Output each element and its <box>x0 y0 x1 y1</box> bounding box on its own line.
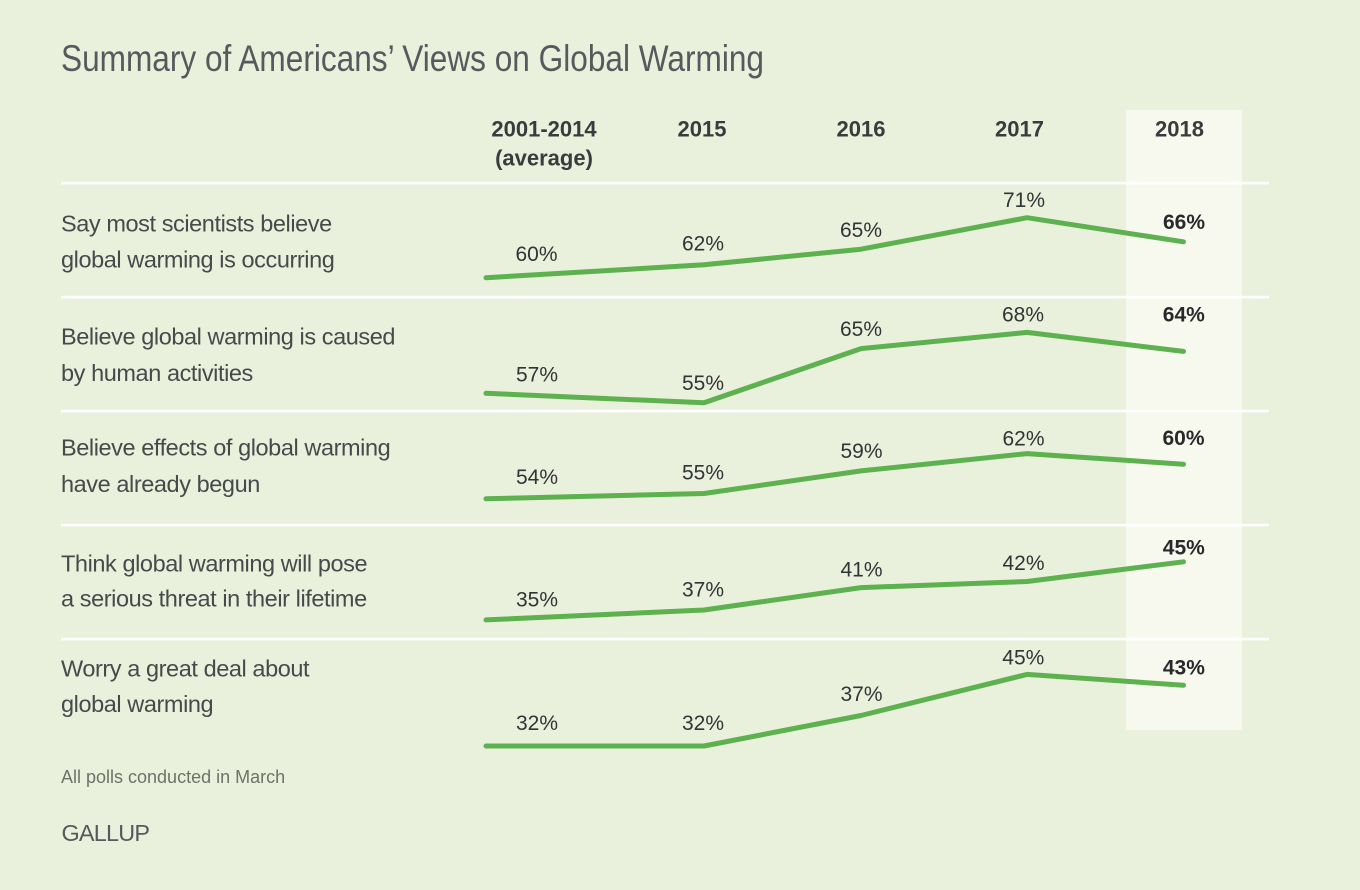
svg-text:2018: 2018 <box>1155 116 1204 141</box>
svg-text:68%: 68% <box>1002 303 1044 326</box>
svg-text:Believe effects of global warm: Believe effects of global warming <box>61 435 390 461</box>
svg-text:GALLUP: GALLUP <box>62 820 151 846</box>
svg-text:65%: 65% <box>840 219 882 242</box>
svg-text:(average): (average) <box>495 145 593 170</box>
svg-text:54%: 54% <box>516 466 558 489</box>
svg-text:42%: 42% <box>1002 552 1044 575</box>
svg-text:55%: 55% <box>682 462 724 485</box>
svg-text:32%: 32% <box>516 712 558 735</box>
svg-text:a serious threat in their life: a serious threat in their lifetime <box>61 586 367 612</box>
svg-text:have already begun: have already begun <box>61 471 260 497</box>
svg-text:62%: 62% <box>682 233 724 256</box>
svg-text:2016: 2016 <box>837 116 886 141</box>
svg-text:57%: 57% <box>516 363 558 386</box>
svg-text:2017: 2017 <box>995 116 1044 141</box>
svg-text:global warming: global warming <box>61 691 213 717</box>
svg-text:60%: 60% <box>1162 427 1204 450</box>
svg-text:32%: 32% <box>682 712 724 735</box>
svg-text:All polls conducted in March: All polls conducted in March <box>61 767 285 787</box>
svg-text:Worry a great deal about: Worry a great deal about <box>61 656 310 682</box>
svg-text:by human activities: by human activities <box>61 360 253 386</box>
svg-text:35%: 35% <box>516 588 558 611</box>
svg-text:45%: 45% <box>1163 536 1205 559</box>
svg-text:64%: 64% <box>1163 304 1205 327</box>
svg-text:Believe global warming is caus: Believe global warming is caused <box>61 324 395 350</box>
svg-text:65%: 65% <box>840 318 882 341</box>
svg-text:71%: 71% <box>1003 189 1045 212</box>
svg-text:62%: 62% <box>1002 427 1044 450</box>
svg-text:59%: 59% <box>840 440 882 463</box>
svg-text:45%: 45% <box>1002 646 1044 669</box>
svg-text:37%: 37% <box>682 579 724 602</box>
svg-text:Summary of Americans’ Views on: Summary of Americans’ Views on Global Wa… <box>61 38 764 79</box>
svg-text:37%: 37% <box>840 683 882 706</box>
svg-text:Say most scientists believe: Say most scientists believe <box>61 211 332 237</box>
svg-text:Think global warming will pose: Think global warming will pose <box>61 551 367 577</box>
svg-text:2001-2014: 2001-2014 <box>491 116 597 141</box>
svg-text:43%: 43% <box>1163 657 1205 680</box>
svg-text:55%: 55% <box>682 372 724 395</box>
svg-text:66%: 66% <box>1163 211 1205 234</box>
svg-text:2015: 2015 <box>678 116 727 141</box>
svg-text:global warming is occurring: global warming is occurring <box>61 247 334 273</box>
svg-text:60%: 60% <box>515 243 557 266</box>
svg-text:41%: 41% <box>840 559 882 582</box>
